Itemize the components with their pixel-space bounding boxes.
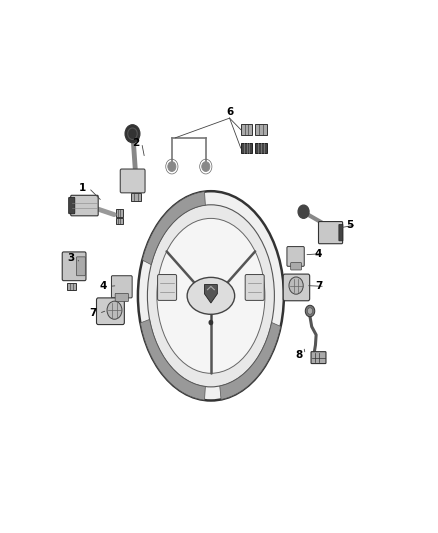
Circle shape <box>298 205 309 219</box>
Polygon shape <box>116 209 123 216</box>
FancyBboxPatch shape <box>69 197 75 214</box>
Polygon shape <box>220 322 281 399</box>
FancyBboxPatch shape <box>245 274 264 301</box>
Circle shape <box>307 308 313 314</box>
Circle shape <box>107 301 122 319</box>
FancyBboxPatch shape <box>77 257 85 276</box>
Ellipse shape <box>157 219 265 373</box>
FancyBboxPatch shape <box>287 247 304 266</box>
FancyBboxPatch shape <box>111 276 132 298</box>
FancyBboxPatch shape <box>115 293 128 302</box>
FancyBboxPatch shape <box>318 222 343 244</box>
Circle shape <box>168 161 176 172</box>
Polygon shape <box>241 125 252 135</box>
FancyBboxPatch shape <box>120 169 145 193</box>
FancyBboxPatch shape <box>96 298 124 325</box>
Text: 4: 4 <box>314 248 321 259</box>
Circle shape <box>305 305 315 317</box>
Ellipse shape <box>138 191 284 400</box>
Text: 3: 3 <box>67 253 74 263</box>
Polygon shape <box>255 125 267 135</box>
Polygon shape <box>116 218 123 224</box>
Circle shape <box>125 125 140 143</box>
Text: 7: 7 <box>89 309 96 319</box>
Polygon shape <box>141 319 205 400</box>
FancyBboxPatch shape <box>283 274 310 301</box>
Ellipse shape <box>187 277 235 314</box>
Text: 8: 8 <box>296 350 303 360</box>
Text: 5: 5 <box>346 220 354 230</box>
FancyBboxPatch shape <box>339 224 343 241</box>
FancyBboxPatch shape <box>158 274 177 301</box>
Polygon shape <box>67 282 77 290</box>
Polygon shape <box>205 285 217 303</box>
Text: 6: 6 <box>226 107 233 117</box>
Text: 4: 4 <box>99 281 106 292</box>
Circle shape <box>202 161 210 172</box>
Polygon shape <box>131 193 141 201</box>
Polygon shape <box>142 191 205 265</box>
Circle shape <box>209 320 212 325</box>
FancyBboxPatch shape <box>71 195 98 216</box>
Text: 2: 2 <box>132 138 139 148</box>
FancyBboxPatch shape <box>311 352 326 364</box>
Circle shape <box>289 277 303 294</box>
Text: 1: 1 <box>79 183 86 193</box>
Text: 7: 7 <box>315 281 322 292</box>
Polygon shape <box>255 143 267 153</box>
FancyBboxPatch shape <box>291 263 301 270</box>
Polygon shape <box>241 143 252 153</box>
FancyBboxPatch shape <box>62 252 86 281</box>
Ellipse shape <box>148 205 274 387</box>
